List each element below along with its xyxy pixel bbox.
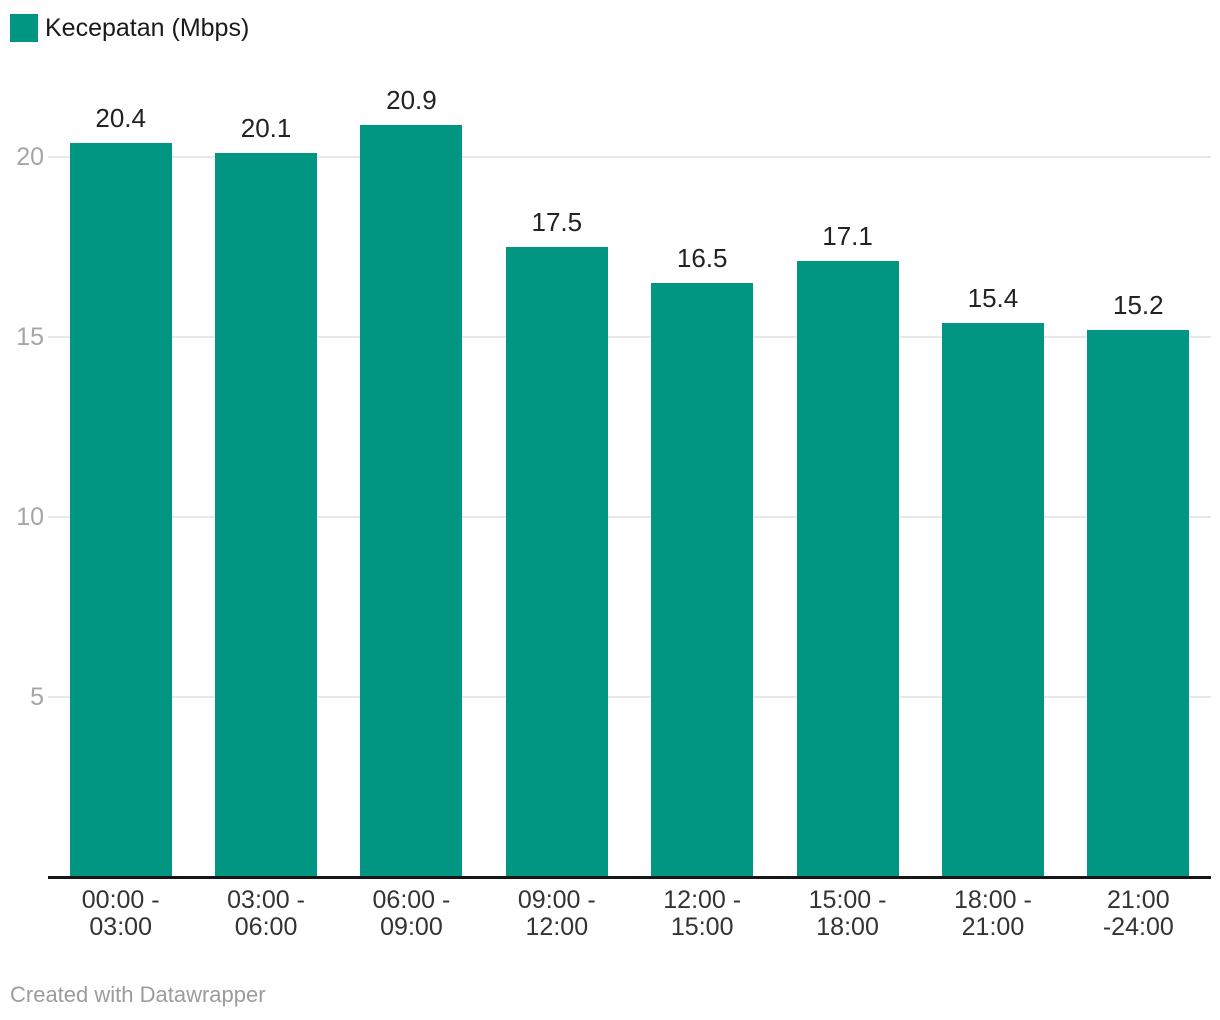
x-axis-line (48, 876, 1211, 879)
bar-value-label: 15.4 (967, 282, 1019, 313)
bar-value-label: 20.4 (95, 102, 146, 133)
gridline (48, 156, 1211, 158)
bar (69, 142, 172, 877)
x-axis-tick-label: 03:00 - 06:00 (227, 886, 305, 941)
bar (941, 322, 1044, 877)
x-axis-tick-label: 18:00 - 21:00 (954, 886, 1032, 941)
x-axis-tick-label: 00:00 - 03:00 (81, 886, 160, 941)
x-axis-tick-label: 09:00 - 12:00 (517, 886, 596, 941)
bar (796, 261, 899, 877)
bar (651, 283, 754, 877)
y-axis-tick-label: 20 (16, 143, 44, 171)
gridline (48, 696, 1211, 698)
x-axis-tick-label: 15:00 - 18:00 (808, 886, 887, 941)
bar-value-label: 17.5 (531, 207, 583, 237)
y-axis-tick-label: 15 (16, 323, 44, 351)
bar (360, 124, 463, 877)
bar-value-label: 20.1 (240, 113, 292, 144)
legend: Kecepatan (Mbps) (10, 14, 249, 42)
bar-value-label: 17.1 (822, 221, 873, 252)
bar (505, 247, 608, 877)
gridline (48, 336, 1211, 338)
bar-value-label: 15.2 (1113, 289, 1164, 320)
attribution-link[interactable]: Created with Datawrapper (10, 982, 266, 1007)
gridline (48, 516, 1211, 518)
bar (215, 153, 318, 877)
y-axis-tick-label: 5 (30, 683, 44, 711)
y-axis-tick-label: 10 (16, 503, 44, 531)
bar-value-label: 16.5 (676, 243, 728, 273)
x-axis-tick-label: 21:00 -24:00 (1102, 886, 1174, 941)
legend-label: Kecepatan (Mbps) (45, 14, 250, 42)
legend-swatch-icon (10, 14, 38, 42)
x-axis-tick-label: 06:00 - 09:00 (372, 886, 451, 941)
bar-value-label: 20.9 (386, 84, 437, 115)
x-axis-tick-label: 12:00 - 15:00 (663, 886, 742, 941)
bar (1087, 329, 1190, 877)
